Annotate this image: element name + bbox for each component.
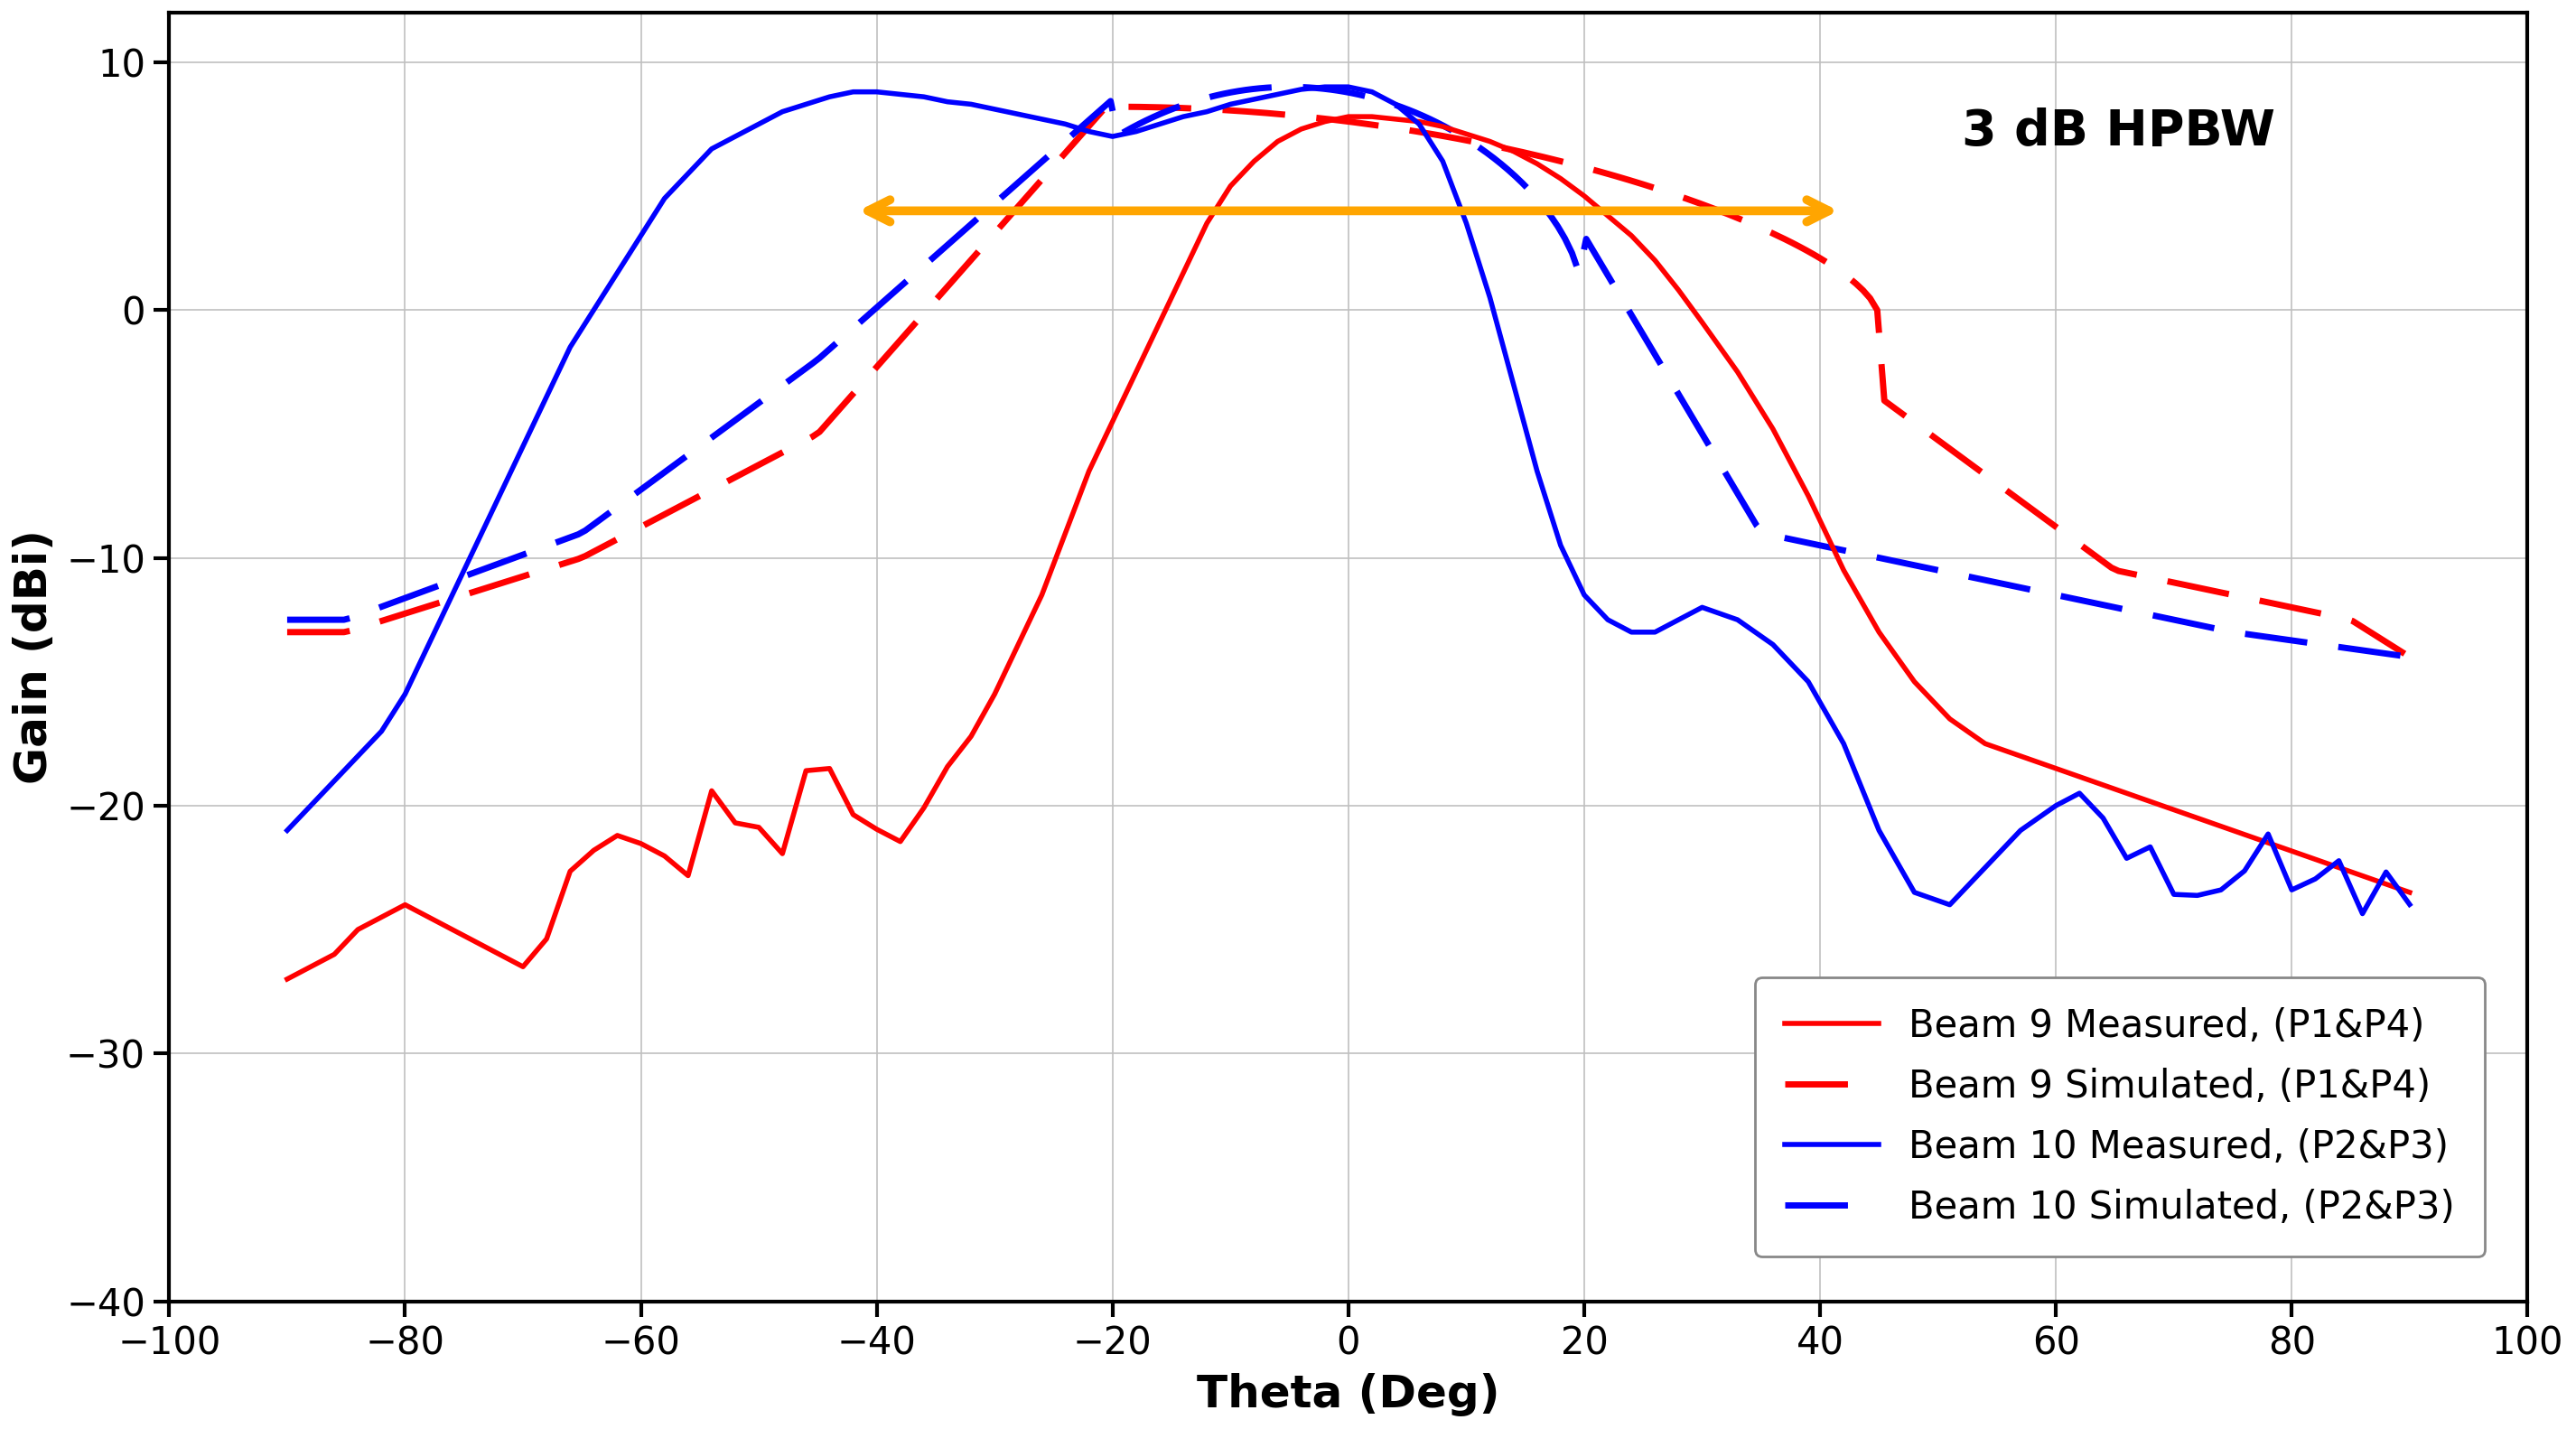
Beam 10 Measured, (P2&P3): [319, 772, 350, 789]
Beam 10 Measured, (P2&P3): [366, 723, 397, 740]
Beam 10 Measured, (P2&P3): [1309, 79, 1340, 96]
Beam 9 Simulated, (P1&P4): [1543, 151, 1574, 169]
Y-axis label: Gain (dBi): Gain (dBi): [13, 530, 57, 785]
Line: Beam 9 Simulated, (P1&P4): Beam 9 Simulated, (P1&P4): [286, 101, 2409, 657]
Beam 9 Simulated, (P1&P4): [2069, 539, 2099, 556]
Beam 9 Measured, (P1&P4): [1309, 113, 1340, 130]
Beam 10 Simulated, (P2&P3): [1273, 79, 1303, 96]
Beam 10 Simulated, (P2&P3): [2202, 620, 2233, 637]
Beam 10 Measured, (P2&P3): [2347, 905, 2378, 922]
Text: 3 dB HPBW: 3 dB HPBW: [1960, 107, 2275, 156]
Beam 10 Simulated, (P2&P3): [2393, 649, 2424, 666]
Beam 9 Measured, (P1&P4): [2393, 883, 2424, 900]
Beam 10 Measured, (P2&P3): [2112, 850, 2143, 867]
Beam 10 Measured, (P2&P3): [270, 822, 301, 839]
Legend: Beam 9 Measured, (P1&P4), Beam 9 Simulated, (P1&P4), Beam 10 Measured, (P2&P3), : Beam 9 Measured, (P1&P4), Beam 9 Simulat…: [1754, 977, 2486, 1256]
Beam 10 Simulated, (P2&P3): [1579, 243, 1610, 260]
Beam 10 Simulated, (P2&P3): [2069, 592, 2099, 609]
Beam 9 Measured, (P1&P4): [2040, 760, 2071, 777]
Beam 9 Measured, (P1&P4): [270, 970, 301, 987]
Beam 9 Simulated, (P1&P4): [270, 623, 301, 640]
Beam 10 Simulated, (P2&P3): [270, 612, 301, 629]
Beam 9 Simulated, (P1&P4): [1579, 161, 1610, 179]
Beam 9 Simulated, (P1&P4): [2202, 583, 2233, 600]
Beam 9 Simulated, (P1&P4): [1535, 150, 1566, 167]
Beam 10 Simulated, (P2&P3): [1535, 207, 1566, 224]
Beam 10 Measured, (P2&P3): [2393, 896, 2424, 913]
Beam 9 Measured, (P1&P4): [2146, 797, 2177, 815]
Beam 9 Measured, (P1&P4): [1687, 314, 1718, 332]
Beam 9 Simulated, (P1&P4): [2393, 649, 2424, 666]
Line: Beam 10 Measured, (P2&P3): Beam 10 Measured, (P2&P3): [286, 87, 2409, 913]
Beam 9 Measured, (P1&P4): [1473, 133, 1504, 150]
Beam 10 Measured, (P2&P3): [484, 487, 515, 504]
Beam 10 Simulated, (P2&P3): [1543, 217, 1574, 234]
Beam 10 Measured, (P2&P3): [1899, 883, 1929, 900]
Line: Beam 10 Simulated, (P2&P3): Beam 10 Simulated, (P2&P3): [286, 87, 2409, 657]
Beam 9 Simulated, (P1&P4): [278, 623, 309, 640]
X-axis label: Theta (Deg): Theta (Deg): [1198, 1373, 1499, 1416]
Beam 9 Measured, (P1&P4): [1332, 109, 1363, 126]
Beam 10 Simulated, (P2&P3): [278, 612, 309, 629]
Beam 9 Simulated, (P1&P4): [1095, 93, 1126, 110]
Beam 9 Measured, (P1&P4): [1899, 673, 1929, 690]
Line: Beam 9 Measured, (P1&P4): Beam 9 Measured, (P1&P4): [286, 117, 2409, 979]
Beam 10 Measured, (P2&P3): [1239, 90, 1270, 107]
